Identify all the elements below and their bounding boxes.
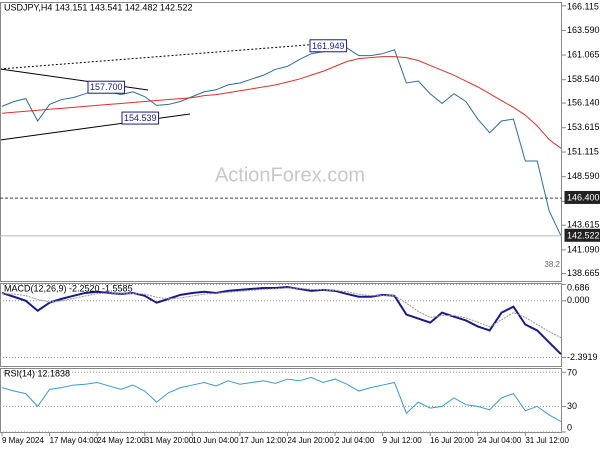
y-tick-label: 0.000 — [567, 295, 590, 305]
y-tick-label: -2.3919 — [567, 352, 598, 362]
price-label: 154.539 — [124, 113, 157, 123]
y-tick-label: 156.140 — [567, 97, 600, 107]
watermark: ActionForex.com — [215, 164, 365, 186]
y-tick-label: 141.090 — [567, 244, 600, 254]
y-tick-label: 161.065 — [567, 49, 600, 59]
x-tick-label: 24 May 12:00 — [97, 436, 146, 445]
panel-frame — [0, 368, 562, 433]
price-label-box — [564, 190, 600, 204]
y-tick-label: 148.590 — [567, 171, 600, 181]
y-tick-label: 158.540 — [567, 74, 600, 84]
y-tick-label: 138.665 — [567, 268, 600, 278]
x-tick-label: 31 May 20:00 — [145, 436, 194, 445]
price-label-box — [309, 39, 348, 53]
series-line — [1, 376, 562, 423]
x-tick-label: 17 Jun 12:00 — [240, 436, 287, 445]
panel-frame — [0, 2, 562, 282]
y-tick-label: 151.115 — [567, 146, 599, 156]
y-tick-label: 153.615 — [567, 122, 600, 132]
series-line — [1, 287, 562, 339]
x-tick-label: 24 Jul 04:00 — [478, 436, 522, 445]
x-tick-label: 10 Jun 04:00 — [192, 436, 239, 445]
series-line — [1, 286, 562, 355]
x-tick-label: 16 Jul 20:00 — [430, 436, 474, 445]
y-tick-label: 143.615 — [567, 220, 600, 230]
x-tick-label: 9 May 2024 — [2, 436, 44, 445]
y-tick-label: 70 — [567, 367, 577, 377]
fib-label: 38.2 — [544, 260, 560, 269]
panel-title: RSI(14) 12.1838 — [4, 368, 70, 378]
y-tick-label: 166.115 — [567, 1, 599, 11]
x-tick-label: 24 Jun 20:00 — [287, 436, 334, 445]
panel-title: MACD(12,26,9) -2.2520 -1.5585 — [4, 283, 133, 293]
series-line — [1, 56, 562, 149]
x-tick-label: 9 Jul 12:00 — [383, 436, 423, 445]
price-label: 157.700 — [90, 82, 123, 92]
price-label: 161.949 — [312, 41, 345, 51]
price-label-box — [87, 80, 126, 94]
panel-title: USDJPY,H4 143.151 143.541 142.482 142.52… — [4, 2, 193, 12]
price-label: 146.400 — [567, 192, 600, 202]
x-tick-label: 2 Jul 04:00 — [335, 436, 375, 445]
price-label: 142.522 — [567, 230, 600, 240]
y-tick-label: 0.686 — [567, 282, 590, 292]
y-tick-label: 163.590 — [567, 25, 600, 35]
x-tick-label: 31 Jul 12:00 — [525, 436, 569, 445]
price-label-box — [564, 228, 600, 242]
x-tick-label: 17 May 04:00 — [50, 436, 99, 445]
panel-frame — [0, 283, 562, 367]
price-label-box — [121, 111, 160, 125]
trend-line-dashed — [0, 41, 346, 70]
y-tick-label: 30 — [567, 401, 577, 411]
y-tick-label: 0 — [567, 422, 572, 432]
